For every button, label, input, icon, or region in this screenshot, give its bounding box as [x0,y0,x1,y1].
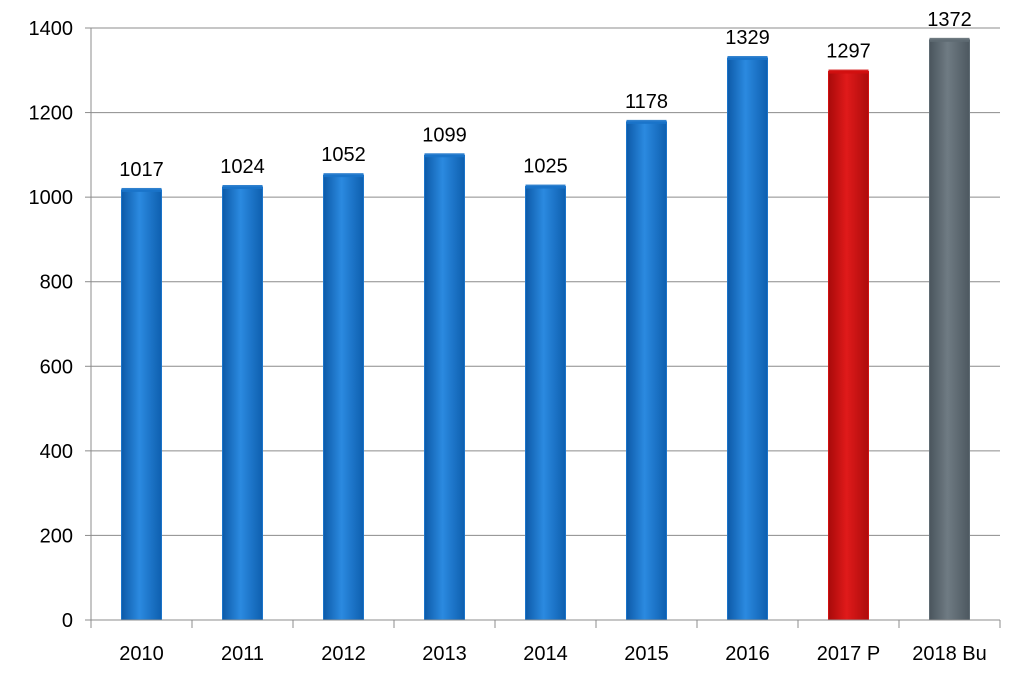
bar-cap [929,37,970,42]
data-label: 1178 [625,91,668,113]
bar-2018-bu [929,39,970,621]
y-tick-label: 800 [40,272,73,294]
y-tick-label: 1400 [29,18,74,40]
x-tick-label: 2011 [221,643,264,665]
x-tick-label: 2018 Bu [912,643,987,665]
data-labels: 1017 1024 1052 1099 1025 1178 1329 1297 1372 [119,9,972,181]
data-label: 1329 [725,27,770,49]
bar-cap [828,69,869,74]
axes [90,28,1000,621]
bar-cap [424,153,465,158]
bar-2016 [727,57,768,621]
data-label: 1297 [826,41,871,63]
bar-2010 [121,189,162,621]
bar-2012 [323,174,364,621]
bar-2015 [626,121,667,621]
y-tick-label: 400 [40,441,73,463]
bar-cap [727,56,768,61]
data-label: 1099 [422,124,467,146]
bar-2013 [424,154,465,621]
y-tick-label: 600 [40,356,73,378]
x-tick-label: 2017 P [817,643,880,665]
y-tick-label: 1000 [29,187,74,209]
bar-cap [323,173,364,178]
x-tick-label: 2014 [523,643,568,665]
y-axis-ticks: 0 200 400 600 800 1000 1200 1400 [29,18,91,632]
x-tick-label: 2015 [624,643,669,665]
bars [121,37,970,621]
data-label: 1017 [119,159,164,181]
bar-cap [626,119,667,124]
x-tick-label: 2013 [422,643,467,665]
y-tick-label: 0 [62,610,73,632]
data-label: 1024 [220,156,265,178]
bar-cap [525,184,566,189]
data-label: 1372 [927,9,972,31]
data-label: 1025 [523,156,568,178]
bar-2017-p [828,71,869,621]
bar-2014 [525,186,566,621]
bar-cap [121,187,162,192]
x-axis-ticks: 2010 2011 2012 2013 2014 2015 2016 2017 P 2018 B… [90,620,1001,665]
x-tick-label: 2016 [725,643,770,665]
y-tick-label: 200 [40,525,73,547]
bar-2011 [222,186,263,621]
x-tick-label: 2012 [321,643,366,665]
y-tick-label: 1200 [29,103,74,125]
bar-cap [222,184,263,189]
data-label: 1052 [321,144,366,166]
x-tick-label: 2010 [119,643,164,665]
